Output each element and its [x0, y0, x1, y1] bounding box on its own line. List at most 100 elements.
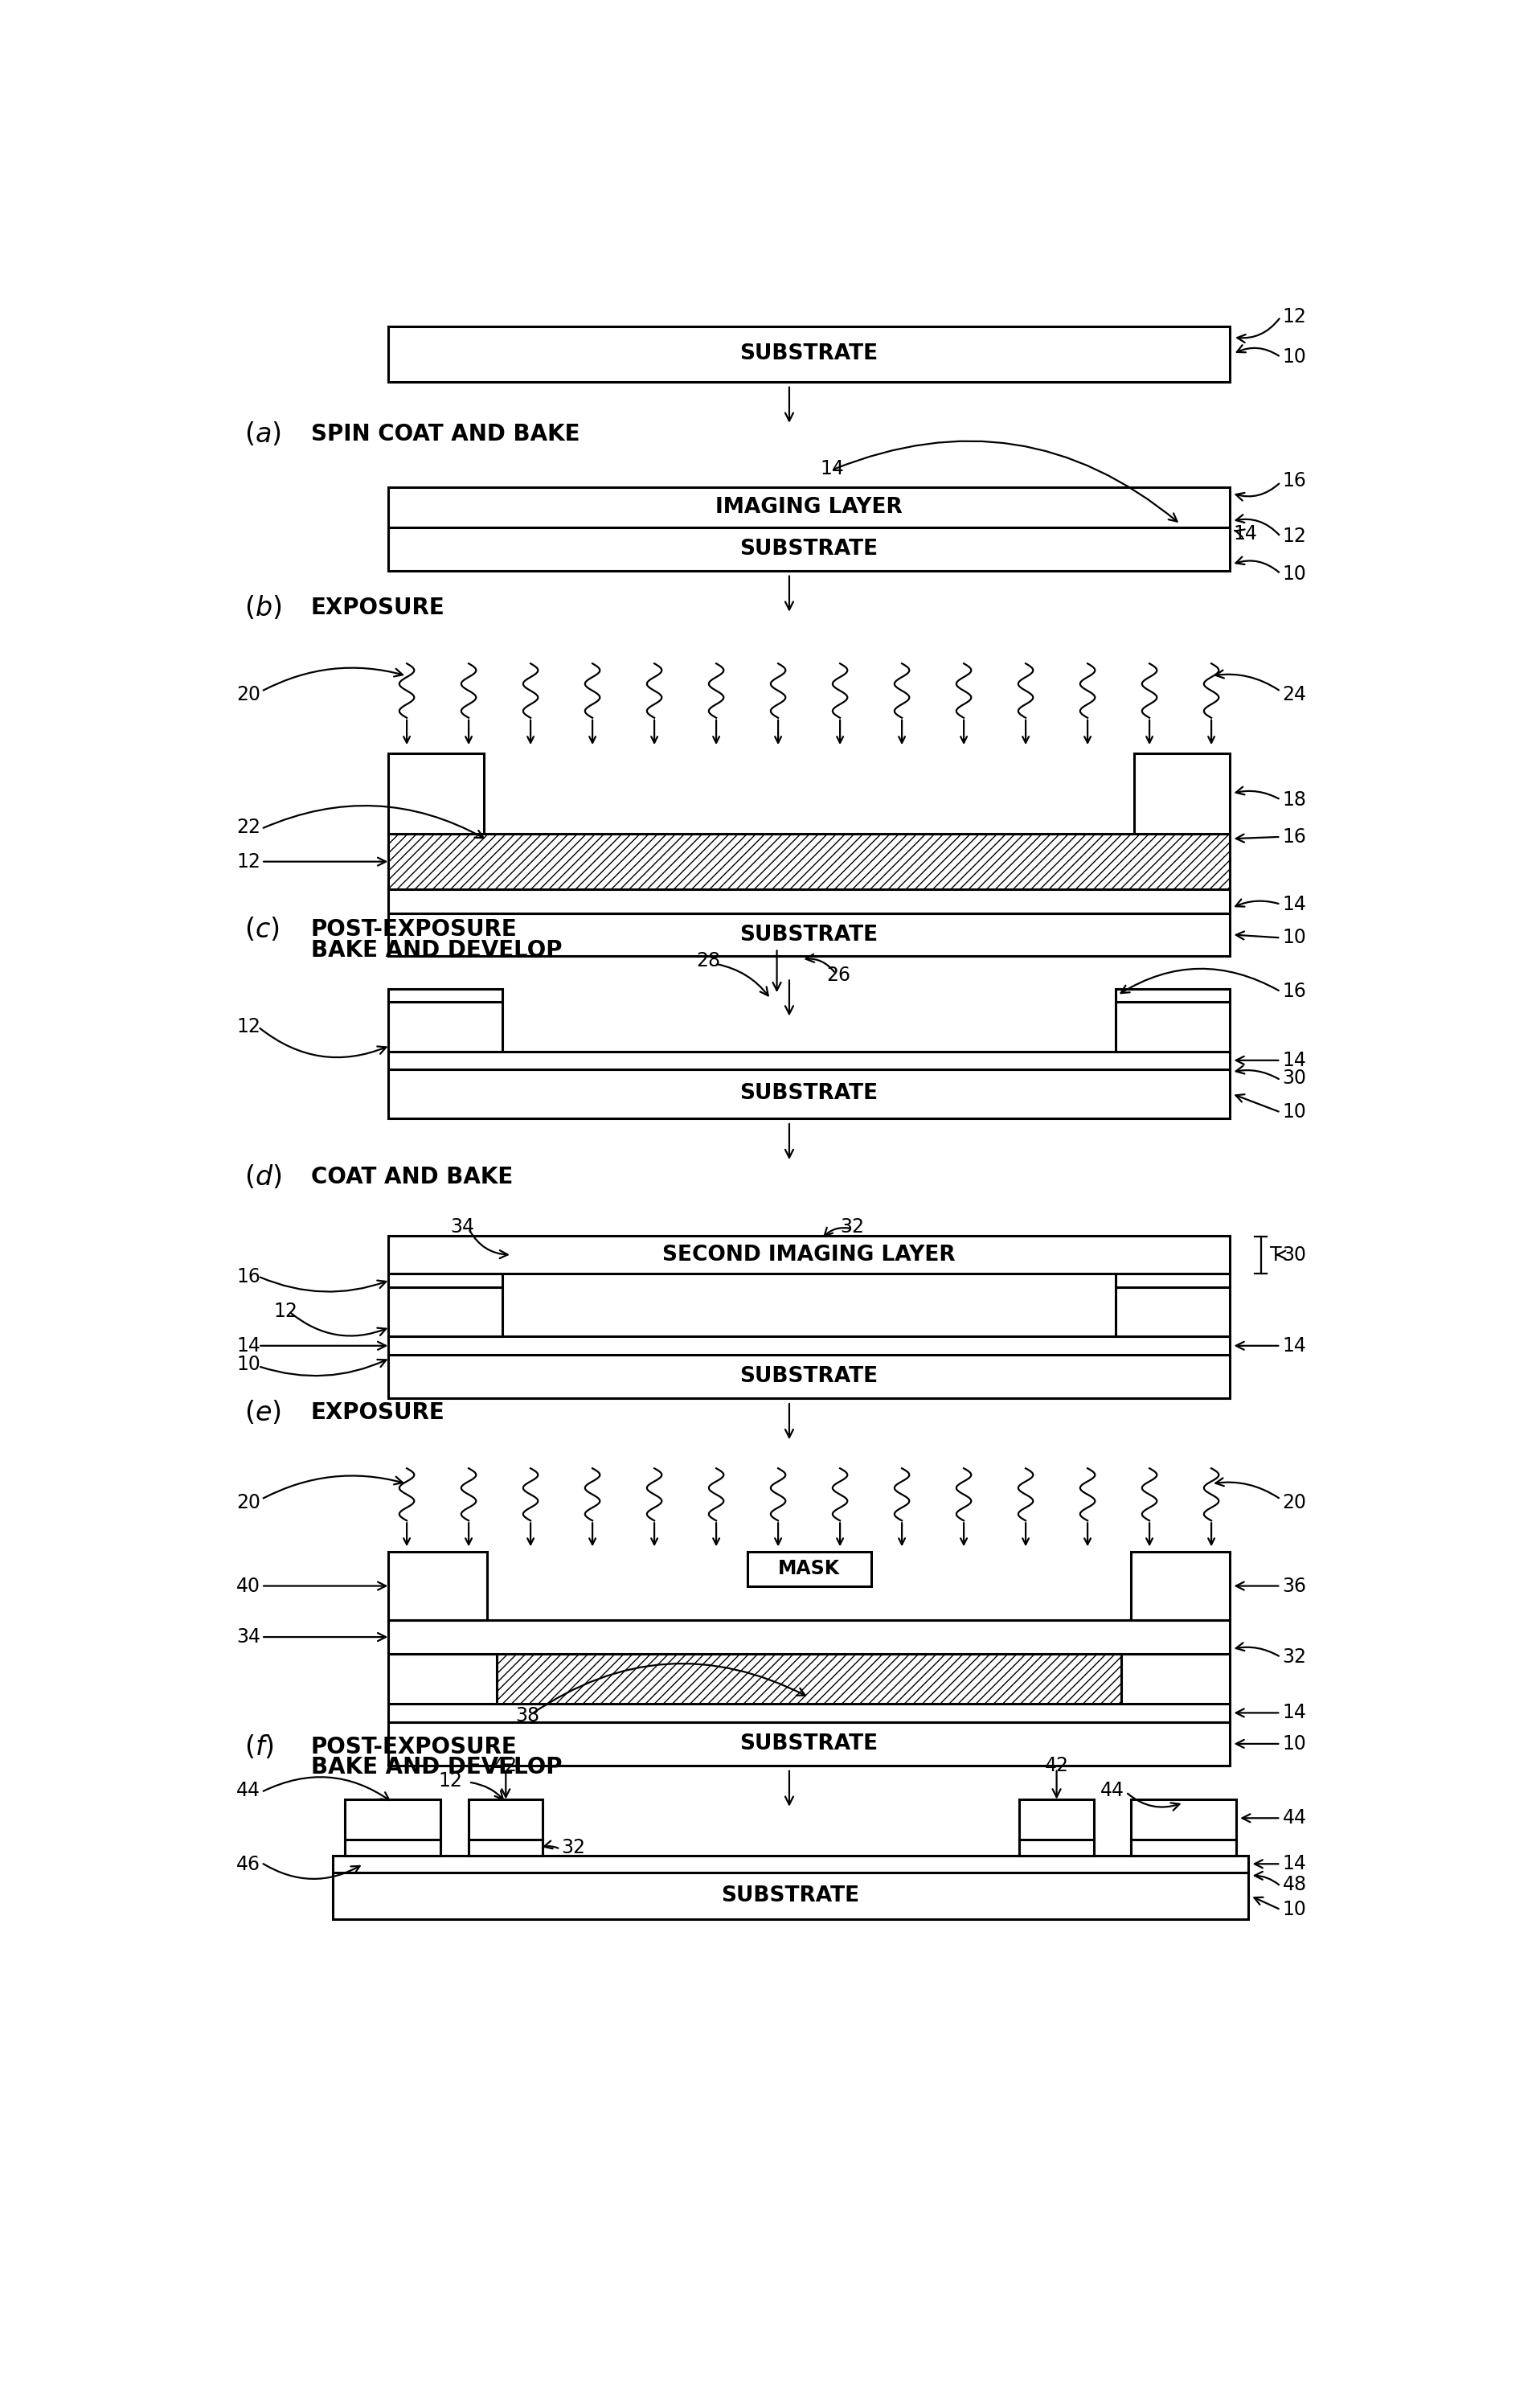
- Text: 44: 44: [237, 1780, 260, 1799]
- Bar: [388, 754, 484, 833]
- Bar: [388, 1356, 1230, 1399]
- Bar: [388, 1002, 502, 1052]
- Bar: [1019, 1840, 1093, 1854]
- Bar: [388, 1052, 1230, 1069]
- Text: 14: 14: [1283, 896, 1306, 915]
- Bar: [1115, 990, 1230, 1002]
- Text: $(f)$: $(f)$: [245, 1734, 274, 1760]
- Bar: [388, 913, 1230, 956]
- Bar: [333, 1873, 1249, 1919]
- Text: 30: 30: [1283, 1245, 1306, 1264]
- Bar: [388, 990, 502, 1002]
- Bar: [468, 1840, 544, 1854]
- Text: 38: 38: [514, 1707, 539, 1727]
- Bar: [1115, 1274, 1230, 1286]
- Text: 32: 32: [562, 1837, 585, 1857]
- Text: 22: 22: [237, 819, 260, 838]
- Bar: [388, 1235, 1230, 1274]
- Text: 10: 10: [1283, 347, 1306, 366]
- Bar: [388, 1702, 1230, 1722]
- Text: 14: 14: [237, 1336, 260, 1356]
- Bar: [388, 889, 1230, 913]
- Bar: [388, 833, 1230, 889]
- Text: SECOND IMAGING LAYER: SECOND IMAGING LAYER: [662, 1245, 956, 1264]
- Text: 10: 10: [1283, 927, 1306, 946]
- Text: 18: 18: [1283, 790, 1306, 809]
- Text: EXPOSURE: EXPOSURE: [311, 597, 445, 619]
- Bar: [1115, 1002, 1230, 1052]
- Bar: [388, 1551, 487, 1621]
- Text: $(a)$: $(a)$: [245, 421, 282, 448]
- Bar: [1133, 754, 1230, 833]
- Text: 12: 12: [1283, 308, 1306, 327]
- Text: 20: 20: [1283, 1493, 1306, 1512]
- Text: 30: 30: [1283, 1069, 1306, 1088]
- Text: 10: 10: [1283, 1900, 1306, 1919]
- Text: 12: 12: [1283, 527, 1306, 547]
- Text: 42: 42: [494, 1755, 517, 1775]
- Text: 14: 14: [1283, 1702, 1306, 1722]
- Text: 42: 42: [1044, 1755, 1069, 1775]
- Text: SUBSTRATE: SUBSTRATE: [739, 925, 878, 944]
- Bar: [388, 1654, 496, 1702]
- Text: 12: 12: [437, 1772, 462, 1792]
- Bar: [1130, 1840, 1237, 1854]
- Bar: [1130, 1799, 1237, 1854]
- Text: SUBSTRATE: SUBSTRATE: [739, 344, 878, 364]
- Text: 16: 16: [1283, 828, 1306, 848]
- Bar: [747, 1551, 872, 1587]
- Text: 40: 40: [237, 1577, 260, 1597]
- Bar: [333, 1854, 1249, 1873]
- Text: $(d)$: $(d)$: [245, 1163, 282, 1192]
- Text: SUBSTRATE: SUBSTRATE: [739, 1734, 878, 1755]
- Text: BAKE AND DEVELOP: BAKE AND DEVELOP: [311, 1755, 562, 1780]
- Bar: [388, 1274, 502, 1286]
- Text: 34: 34: [237, 1628, 260, 1647]
- Bar: [1115, 1286, 1230, 1336]
- Bar: [345, 1799, 440, 1854]
- Text: 32: 32: [1283, 1647, 1306, 1666]
- Text: $(c)$: $(c)$: [245, 915, 280, 944]
- Text: 12: 12: [237, 1016, 260, 1035]
- Text: 14: 14: [1234, 525, 1257, 544]
- Bar: [388, 527, 1230, 571]
- Text: 24: 24: [1283, 684, 1306, 703]
- Bar: [468, 1799, 544, 1854]
- Text: 16: 16: [237, 1267, 260, 1286]
- Bar: [388, 325, 1230, 383]
- Bar: [388, 1722, 1230, 1765]
- Text: 10: 10: [1283, 1103, 1306, 1122]
- Text: 16: 16: [1283, 982, 1306, 1002]
- Text: SUBSTRATE: SUBSTRATE: [739, 1084, 878, 1105]
- Text: EXPOSURE: EXPOSURE: [311, 1401, 445, 1423]
- Bar: [388, 1069, 1230, 1120]
- Text: SUBSTRATE: SUBSTRATE: [739, 539, 878, 559]
- Text: 34: 34: [450, 1216, 474, 1238]
- Bar: [388, 486, 1230, 527]
- Bar: [1019, 1799, 1093, 1854]
- Text: MASK: MASK: [778, 1560, 839, 1580]
- Text: 20: 20: [237, 1493, 260, 1512]
- Text: 10: 10: [1283, 563, 1306, 583]
- Text: IMAGING LAYER: IMAGING LAYER: [716, 496, 902, 518]
- Text: 26: 26: [827, 966, 850, 985]
- Text: 44: 44: [1283, 1808, 1306, 1828]
- Text: 10: 10: [1283, 1734, 1306, 1753]
- Text: 28: 28: [696, 951, 721, 970]
- Bar: [496, 1654, 1121, 1702]
- Text: 48: 48: [1283, 1876, 1307, 1895]
- Text: 10: 10: [237, 1356, 260, 1375]
- Bar: [345, 1840, 440, 1854]
- Text: T: T: [1270, 1245, 1281, 1264]
- Text: 46: 46: [237, 1854, 260, 1873]
- Text: 16: 16: [1283, 472, 1306, 491]
- Text: SUBSTRATE: SUBSTRATE: [739, 1365, 878, 1387]
- Text: BAKE AND DEVELOP: BAKE AND DEVELOP: [311, 939, 562, 961]
- Text: 32: 32: [839, 1216, 864, 1238]
- Text: $(b)$: $(b)$: [245, 595, 282, 621]
- Text: 14: 14: [1283, 1050, 1306, 1069]
- Text: 20: 20: [237, 684, 260, 703]
- Bar: [1130, 1551, 1230, 1621]
- Text: $(e)$: $(e)$: [245, 1399, 282, 1426]
- Text: POST-EXPOSURE: POST-EXPOSURE: [311, 917, 517, 942]
